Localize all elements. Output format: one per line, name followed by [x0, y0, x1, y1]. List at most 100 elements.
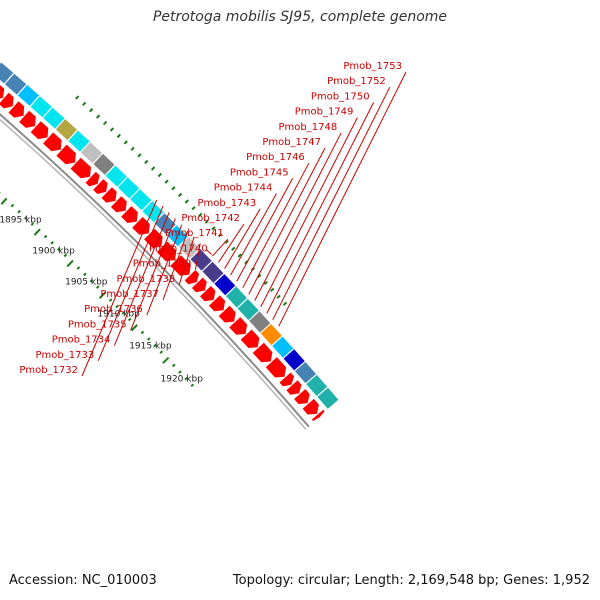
cds-arrow [191, 277, 207, 293]
cog-block [202, 261, 224, 283]
cds-arrow [0, 92, 14, 109]
gene-leader-line [224, 208, 261, 269]
gene-label: Pmob_1750 [311, 91, 370, 102]
gene-label: Pmob_1746 [246, 152, 305, 163]
minor-tick [43, 234, 48, 239]
cds-arrow [240, 329, 260, 348]
cds-arrow [85, 171, 100, 187]
outer-tick [171, 186, 176, 191]
cds-arrow [311, 409, 325, 421]
map-title: Petrotoga mobilis SJ95, complete genome [152, 9, 448, 25]
gene-label: Pmob_1747 [262, 137, 321, 148]
gene-label: Pmob_1749 [295, 107, 354, 118]
cds-arrow [30, 121, 49, 140]
minor-tick [89, 279, 94, 283]
gene-label: Pmob_1735 [68, 319, 127, 330]
scale-tick-label: 1920 kbp [161, 374, 204, 384]
gene-leader-line [248, 147, 326, 295]
cds-arrow [294, 389, 310, 404]
outer-tick [177, 192, 183, 198]
outer-tick [82, 101, 87, 106]
gene-label: Pmob_1745 [230, 167, 289, 178]
cds-arrow [279, 372, 295, 387]
cog-block [0, 62, 14, 84]
minor-tick [159, 350, 164, 354]
gene-leader-line [130, 218, 176, 331]
cds-arrow [218, 305, 236, 323]
cds-arrow [132, 217, 150, 235]
outer-tick [237, 253, 242, 258]
gene-leader-line [272, 86, 391, 321]
cog-block [260, 324, 282, 346]
outer-tick [276, 294, 281, 299]
outer-tick [150, 166, 156, 171]
cog-block [237, 298, 259, 321]
gene-label-leaders [81, 71, 407, 377]
cds-track [0, 85, 325, 421]
major-tick [130, 324, 138, 332]
gene-leader-line [205, 249, 212, 255]
minor-tick [121, 311, 126, 315]
outer-tick [89, 108, 94, 113]
backbone-layer [0, 113, 310, 430]
gene-leader-line [113, 212, 170, 346]
cds-arrow [8, 101, 25, 118]
cds-arrow [56, 144, 76, 165]
cds-arrow [93, 179, 108, 194]
cog-block [68, 130, 90, 152]
minor-tick [178, 370, 182, 374]
gene-labels: Pmob_1732 Pmob_1733 Pmob_1734 Pmob_1735 Pmob… [19, 61, 402, 376]
gene-label: Pmob_1736 [84, 304, 143, 315]
cds-arrow [144, 228, 163, 248]
cds-arrow [184, 270, 200, 285]
gene-leader-line [242, 162, 310, 288]
scale-ticks-layer [0, 95, 288, 388]
cds-arrow [229, 317, 248, 335]
outer-tick [164, 179, 169, 184]
outer-tick [198, 212, 203, 218]
scale-tick-label: 1895 kbp [0, 216, 42, 226]
gene-label: Pmob_1741 [165, 228, 224, 239]
minor-tick [127, 317, 132, 322]
cog-block [272, 336, 294, 358]
minor-tick [63, 253, 68, 258]
cog-block [5, 73, 27, 95]
gene-leader-line [97, 205, 164, 361]
accession-text: Accession: NC_010003 [9, 573, 157, 588]
gene-leader-line [218, 223, 245, 263]
gene-leader-line [260, 117, 358, 308]
cog-block [226, 286, 247, 308]
cog-block [295, 362, 316, 384]
backbone-inner-line [0, 118, 307, 430]
gene-leader-line [266, 102, 375, 314]
major-tick [98, 291, 107, 299]
gene-leader-line [230, 193, 277, 276]
cds-arrow [70, 157, 91, 179]
cog-block [93, 153, 115, 175]
scale-tick-label: 1905 kbp [65, 278, 108, 288]
cds-arrow [121, 206, 138, 223]
cds-arrow [43, 132, 62, 152]
minor-tick [50, 241, 54, 245]
cds-arrow [265, 357, 287, 378]
cog-block [105, 165, 127, 187]
gene-label: Pmob_1738 [117, 274, 176, 285]
minor-tick [76, 266, 81, 270]
cog-block [249, 311, 271, 333]
gene-leader-line [81, 199, 158, 377]
minor-tick [17, 209, 21, 214]
cog-block [55, 119, 77, 141]
outer-tick [137, 153, 142, 158]
outer-tick [270, 287, 275, 292]
gene-leader-line [178, 236, 195, 285]
gene-label: Pmob_1740 [149, 243, 208, 254]
scale-labels: 1895 kbp 1900 kbp 1905 kbp 1910 kbp 1915 kbp… [0, 216, 203, 385]
outer-tick [224, 239, 229, 245]
outer-tick [123, 140, 128, 145]
cog-block [214, 274, 236, 296]
gene-leader-line [194, 243, 201, 270]
gene-label: Pmob_1748 [279, 122, 338, 133]
scale-tick-label: 1915 kbp [129, 342, 172, 352]
cds-arrow [252, 342, 273, 363]
